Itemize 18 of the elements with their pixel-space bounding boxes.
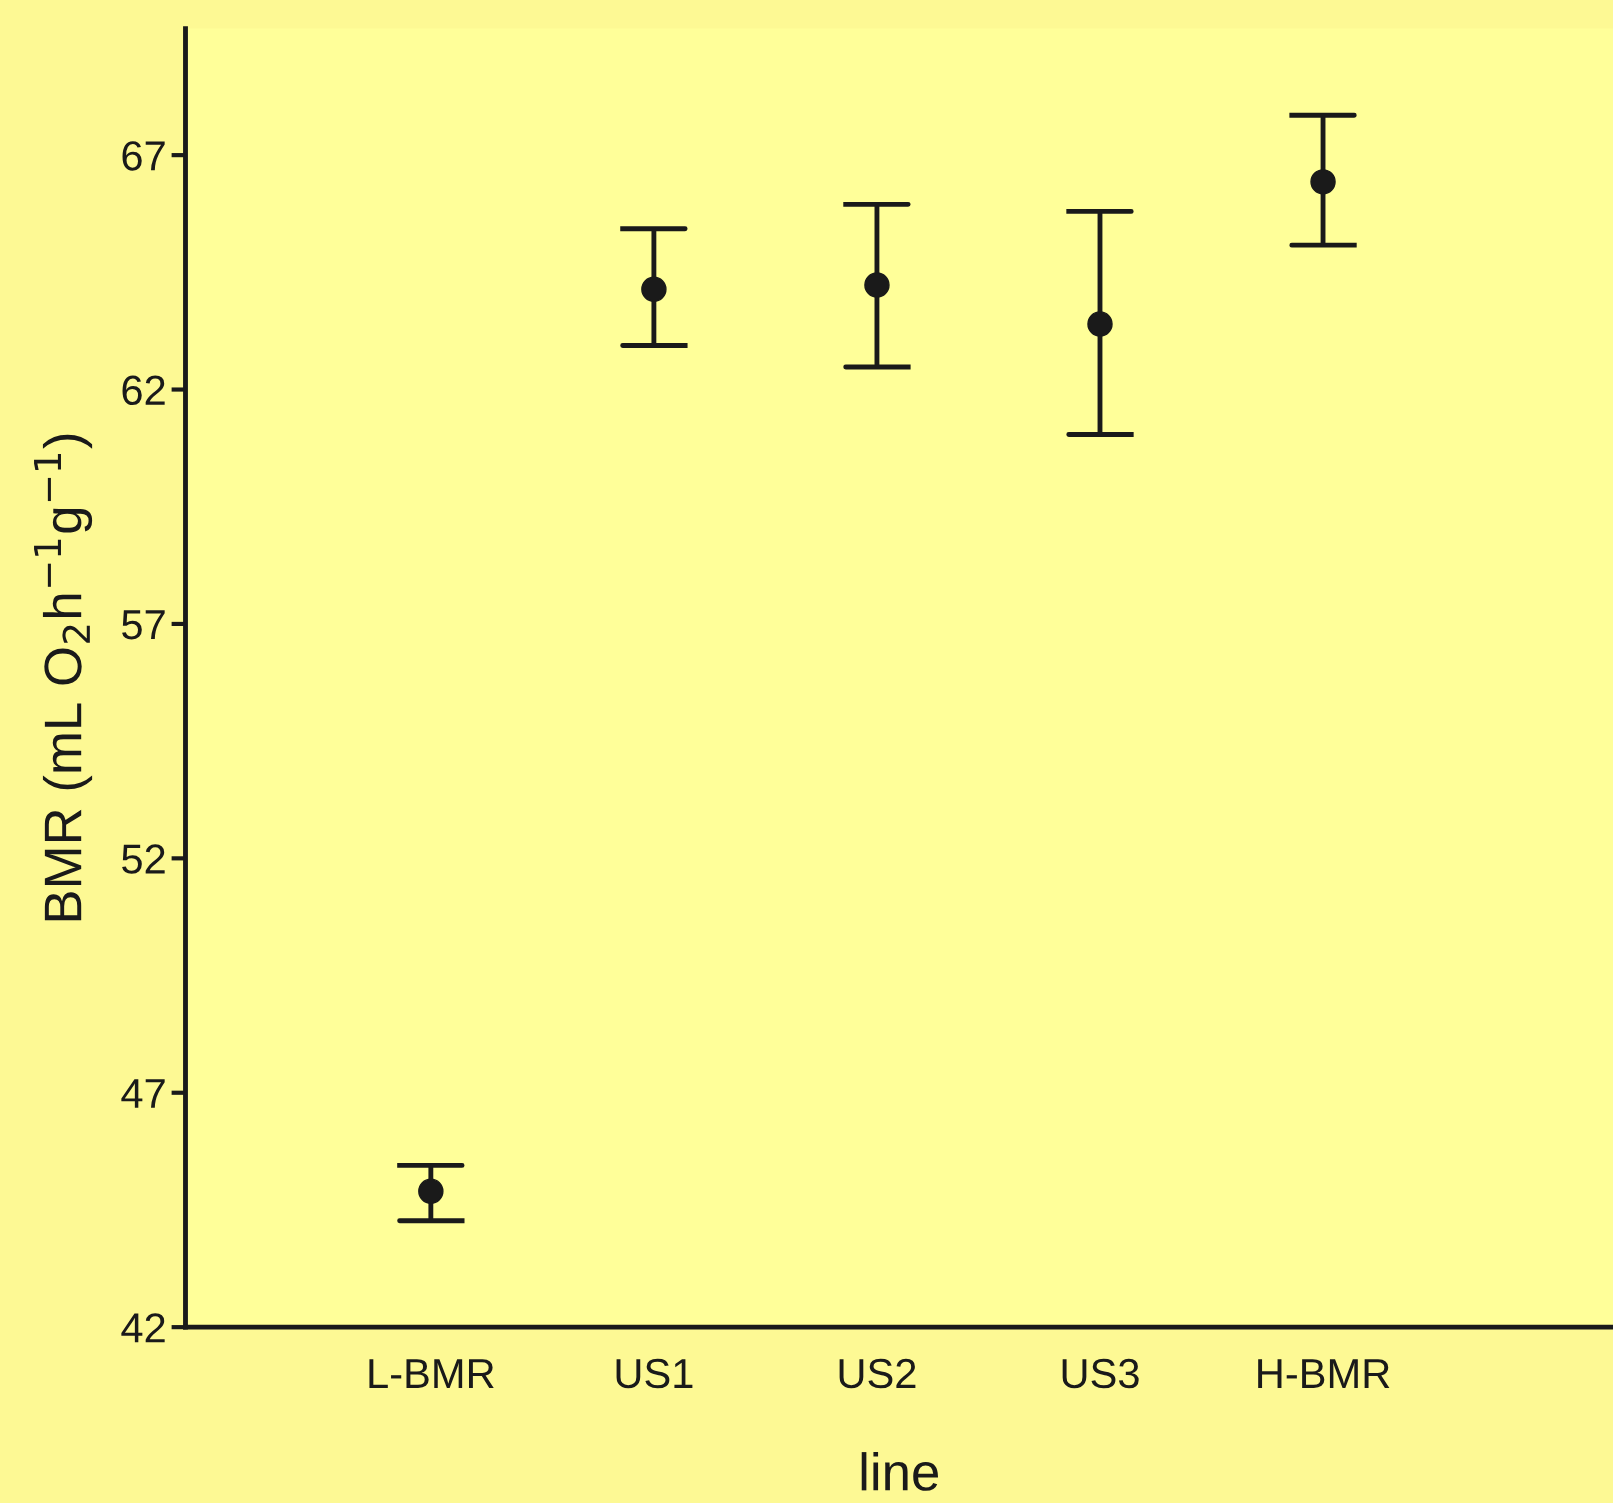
y-tick-label: 52 [122, 844, 165, 874]
point [1087, 311, 1113, 337]
y-tick-label: 47 [121, 1079, 165, 1108]
y-tick-label: 67 [122, 141, 165, 171]
point [864, 272, 890, 298]
x-tick-label: US3 [1062, 1358, 1139, 1389]
y-tick-label: 62 [122, 375, 165, 406]
y-axis-title: BMR (mL O$_{2}$h$^{−1}$g$^{−1}$) [34, 434, 93, 921]
x-tick-label: US1 [616, 1358, 693, 1389]
x-tick-label: L-BMR [369, 1359, 494, 1388]
x-tick-label: H-BMR [1258, 1359, 1390, 1388]
point [641, 276, 667, 302]
point [418, 1178, 444, 1204]
point [1310, 169, 1336, 195]
x-axis-title: line [861, 1452, 938, 1491]
y-tick-label: 42 [121, 1313, 165, 1343]
x-tick-label: US2 [839, 1358, 916, 1389]
y-tick-label: 57 [122, 610, 165, 640]
